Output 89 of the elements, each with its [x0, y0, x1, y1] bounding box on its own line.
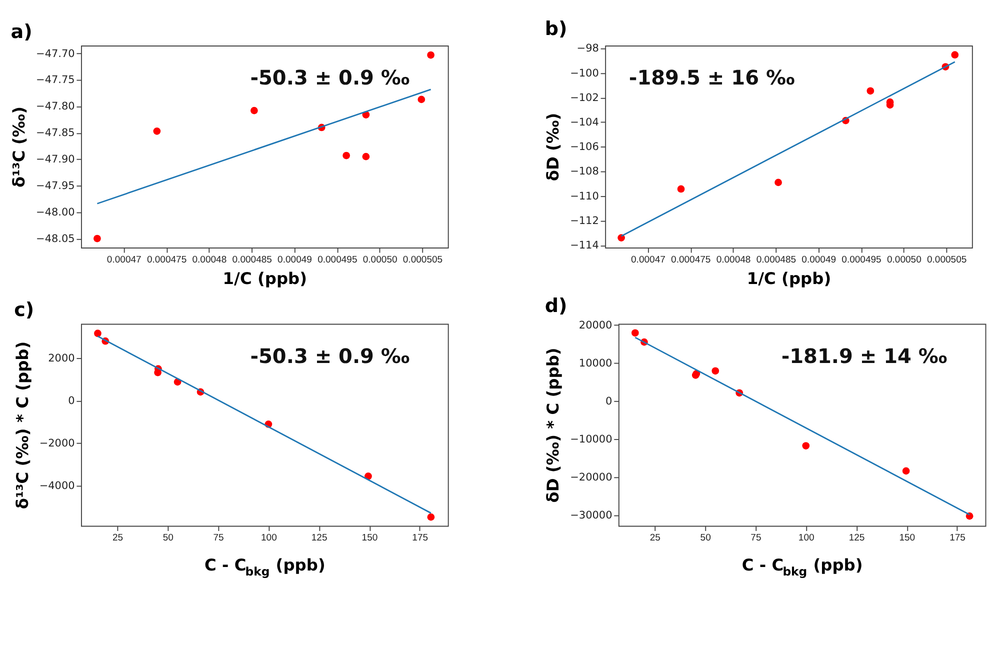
y-tick-label: −102 [570, 92, 599, 104]
y-axis-title: δD (‰) [544, 112, 563, 182]
point [427, 51, 434, 59]
y-tick-label: 20000 [578, 320, 612, 332]
x-tick-label: 0.000475 [671, 254, 711, 266]
y-tick-label: −30000 [570, 510, 612, 522]
x-tick-label: 150 [899, 532, 916, 544]
y-tick-label: 0 [68, 395, 75, 408]
y-tick-label: −10000 [570, 434, 612, 446]
x-axis-title: 1/C (ppb) [746, 269, 832, 288]
x-tick-label: 25 [650, 532, 660, 544]
y-tick-label: −47.95 [36, 180, 75, 192]
x-tick-label: 0.00047 [631, 254, 666, 266]
y-tick-label: −108 [570, 166, 599, 178]
annotation: -189.5 ± 16 ‰ [628, 66, 795, 90]
chart-title: c) [14, 299, 34, 322]
y-tick-label: −100 [570, 67, 599, 80]
point [418, 96, 426, 104]
x-tick-label: 100 [260, 532, 277, 544]
y-axis-title: δD (‰) * C (ppb) [544, 348, 563, 503]
y-tick-label: 10000 [578, 358, 612, 370]
x-tick-label: 0.00050 [362, 254, 398, 266]
y-tick-label: −4000 [39, 480, 75, 492]
y-tick-label: −47.85 [36, 127, 75, 140]
annotation: -50.3 ± 0.9 ‰ [250, 66, 410, 90]
y-tick-label: −47.90 [36, 154, 75, 166]
point [362, 152, 370, 160]
y-tick-label: 2000 [48, 352, 75, 365]
y-axis-title: δ¹³C (‰) [10, 106, 29, 188]
point [427, 513, 435, 521]
x-tick-label: 50 [700, 532, 711, 544]
y-tick-label: −114 [570, 240, 600, 252]
annotation: -50.3 ± 0.9 ‰ [250, 344, 410, 368]
point [94, 234, 101, 242]
y-axis-title: δ¹³C (‰) * C (ppb) [12, 341, 32, 510]
point [902, 467, 910, 475]
point [342, 152, 350, 160]
x-tick-label: 0.000505 [402, 254, 443, 266]
x-tick-label: 125 [848, 532, 865, 544]
point [677, 185, 685, 193]
x-tick-label: 100 [798, 532, 814, 544]
x-tick-label: 0.000485 [232, 254, 272, 266]
x-tick-label: 75 [213, 532, 224, 544]
x-axis-title: 1/C (ppb) [222, 269, 308, 288]
x-tick-label: 0.000495 [318, 254, 358, 266]
point [631, 329, 639, 337]
x-tick-label: 0.00048 [192, 254, 227, 266]
y-tick-label: −110 [570, 190, 599, 202]
y-tick-label: −47.70 [36, 48, 75, 60]
y-tick-label: −106 [570, 141, 599, 154]
point [951, 51, 959, 59]
y-tick-label: −48.05 [36, 232, 75, 245]
y-tick-label: −47.75 [36, 74, 75, 86]
x-tick-label: 25 [112, 532, 124, 544]
x-tick-label: 175 [950, 532, 966, 544]
point [866, 87, 874, 95]
point [94, 330, 102, 338]
y-tick-label: −2000 [39, 438, 75, 450]
x-tick-label: 0.000495 [842, 254, 882, 266]
y-tick-label: −20000 [570, 472, 612, 484]
x-tick-label: 75 [750, 532, 762, 544]
x-tick-label: 150 [362, 532, 378, 544]
point [618, 234, 625, 242]
x-tick-label: 125 [311, 532, 328, 544]
y-tick-label: −47.80 [36, 100, 75, 113]
y-tick-label: −98 [576, 42, 599, 55]
x-tick-label: 0.000505 [926, 254, 967, 266]
x-tick-label: 0.00050 [886, 254, 922, 266]
y-tick-label: 0 [606, 396, 612, 408]
y-tick-label: −48.00 [36, 206, 75, 218]
point [153, 127, 161, 135]
x-tick-label: 0.00049 [278, 254, 312, 266]
point [250, 106, 258, 114]
x-tick-label: 0.00048 [716, 254, 751, 266]
x-tick-label: 50 [162, 532, 174, 544]
chart-title: a) [10, 20, 32, 43]
point [774, 178, 782, 186]
x-tick-label: 0.000475 [146, 254, 187, 266]
x-tick-label: 0.000485 [756, 254, 796, 266]
y-tick-label: −112 [570, 214, 599, 227]
chart-title: b) [544, 18, 568, 40]
x-tick-label: 0.00049 [802, 254, 836, 266]
chart-title: d) [544, 294, 568, 317]
x-tick-label: 0.00047 [106, 254, 142, 266]
annotation: -181.9 ± 14 ‰ [781, 344, 948, 368]
point [712, 367, 720, 375]
x-tick-label: 175 [412, 532, 428, 544]
point [802, 442, 810, 450]
y-tick-label: −104 [570, 116, 600, 128]
